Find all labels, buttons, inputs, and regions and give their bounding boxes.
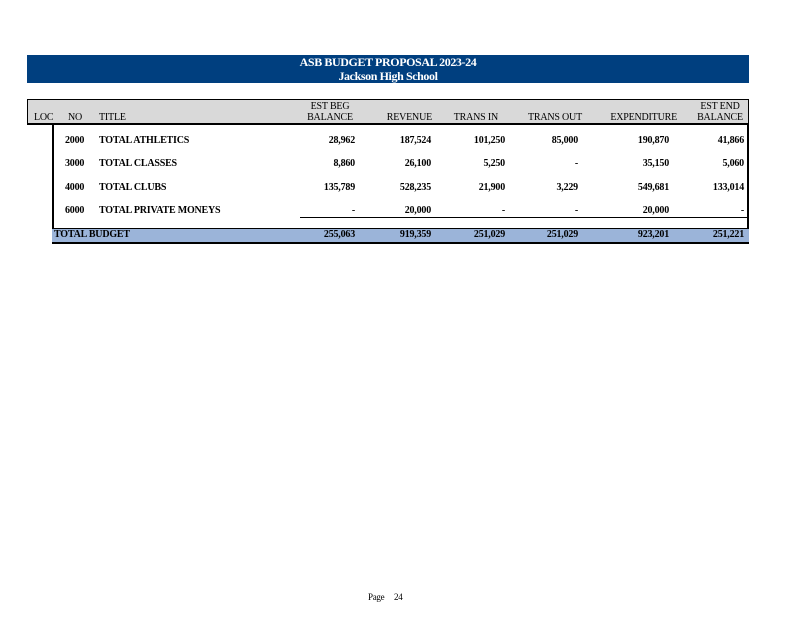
- col-header-est-beg-top: EST BEG: [310, 101, 350, 112]
- row-revenue: 26,100: [404, 158, 432, 169]
- row-trans-out: -: [574, 205, 578, 216]
- col-header-revenue: REVENUE: [386, 112, 432, 123]
- total-trans-in: 251,029: [473, 229, 505, 240]
- row-no: 2000: [65, 135, 85, 146]
- row-expenditure: 549,681: [637, 182, 669, 193]
- row-trans-out: 85,000: [551, 135, 579, 146]
- col-header-est-end-bottom: BALANCE: [697, 112, 743, 123]
- col-header-trans-in: TRANS IN: [453, 112, 498, 123]
- row-est-end: 5,060: [722, 158, 744, 169]
- col-header-est-beg-bottom: BALANCE: [307, 112, 353, 123]
- col-header-trans-out: TRANS OUT: [527, 112, 582, 123]
- row-est-end: 133,014: [712, 182, 744, 193]
- total-est-beg: 255,063: [323, 229, 355, 240]
- col-header-expenditure: EXPENDITURE: [610, 112, 677, 123]
- row-expenditure: 35,150: [642, 158, 670, 169]
- row-est-beg: -: [351, 205, 355, 216]
- subtotal-rule: [300, 217, 747, 218]
- total-est-end: 251,221: [712, 229, 744, 240]
- row-revenue: 528,235: [399, 182, 431, 193]
- total-expenditure: 923,201: [637, 229, 669, 240]
- row-revenue: 187,524: [399, 135, 431, 146]
- report-title: ASB BUDGET PROPOSAL 2023-24: [299, 55, 477, 69]
- row-title: TOTAL CLASSES: [99, 158, 177, 169]
- col-header-est-end-top: EST END: [700, 101, 740, 112]
- row-no: 4000: [65, 182, 85, 193]
- col-header-title: TITLE: [99, 112, 126, 123]
- total-row: [52, 228, 749, 244]
- total-label: TOTAL BUDGET: [54, 229, 130, 240]
- row-trans-in: 5,250: [483, 158, 505, 169]
- page-number: 24: [394, 592, 403, 602]
- school-name: Jackson High School: [338, 69, 438, 83]
- row-expenditure: 190,870: [637, 135, 669, 146]
- row-title: TOTAL PRIVATE MONEYS: [99, 205, 221, 216]
- row-trans-out: 3,229: [556, 182, 578, 193]
- total-revenue: 919,359: [399, 229, 431, 240]
- row-no: 6000: [65, 205, 85, 216]
- row-est-beg: 28,962: [328, 135, 356, 146]
- row-est-beg: 135,789: [323, 182, 355, 193]
- row-title: TOTAL CLUBS: [99, 182, 167, 193]
- row-revenue: 20,000: [404, 205, 432, 216]
- row-title: TOTAL ATHLETICS: [99, 135, 190, 146]
- row-est-end: -: [740, 205, 744, 216]
- row-trans-out: -: [574, 158, 578, 169]
- page-label: Page: [368, 592, 385, 602]
- col-header-loc: LOC: [34, 112, 54, 123]
- row-expenditure: 20,000: [642, 205, 670, 216]
- row-est-end: 41,866: [717, 135, 745, 146]
- table-right-border: [747, 124, 749, 242]
- row-trans-in: 101,250: [473, 135, 505, 146]
- table-left-border: [52, 124, 54, 242]
- total-trans-out: 251,029: [546, 229, 578, 240]
- row-no: 3000: [65, 158, 85, 169]
- col-header-no: NO: [68, 112, 83, 123]
- table-header: [27, 99, 749, 125]
- row-trans-in: -: [501, 205, 505, 216]
- report-banner: ASB BUDGET PROPOSAL 2023-24 Jackson High…: [27, 55, 749, 83]
- row-trans-in: 21,900: [478, 182, 506, 193]
- row-est-beg: 8,860: [333, 158, 355, 169]
